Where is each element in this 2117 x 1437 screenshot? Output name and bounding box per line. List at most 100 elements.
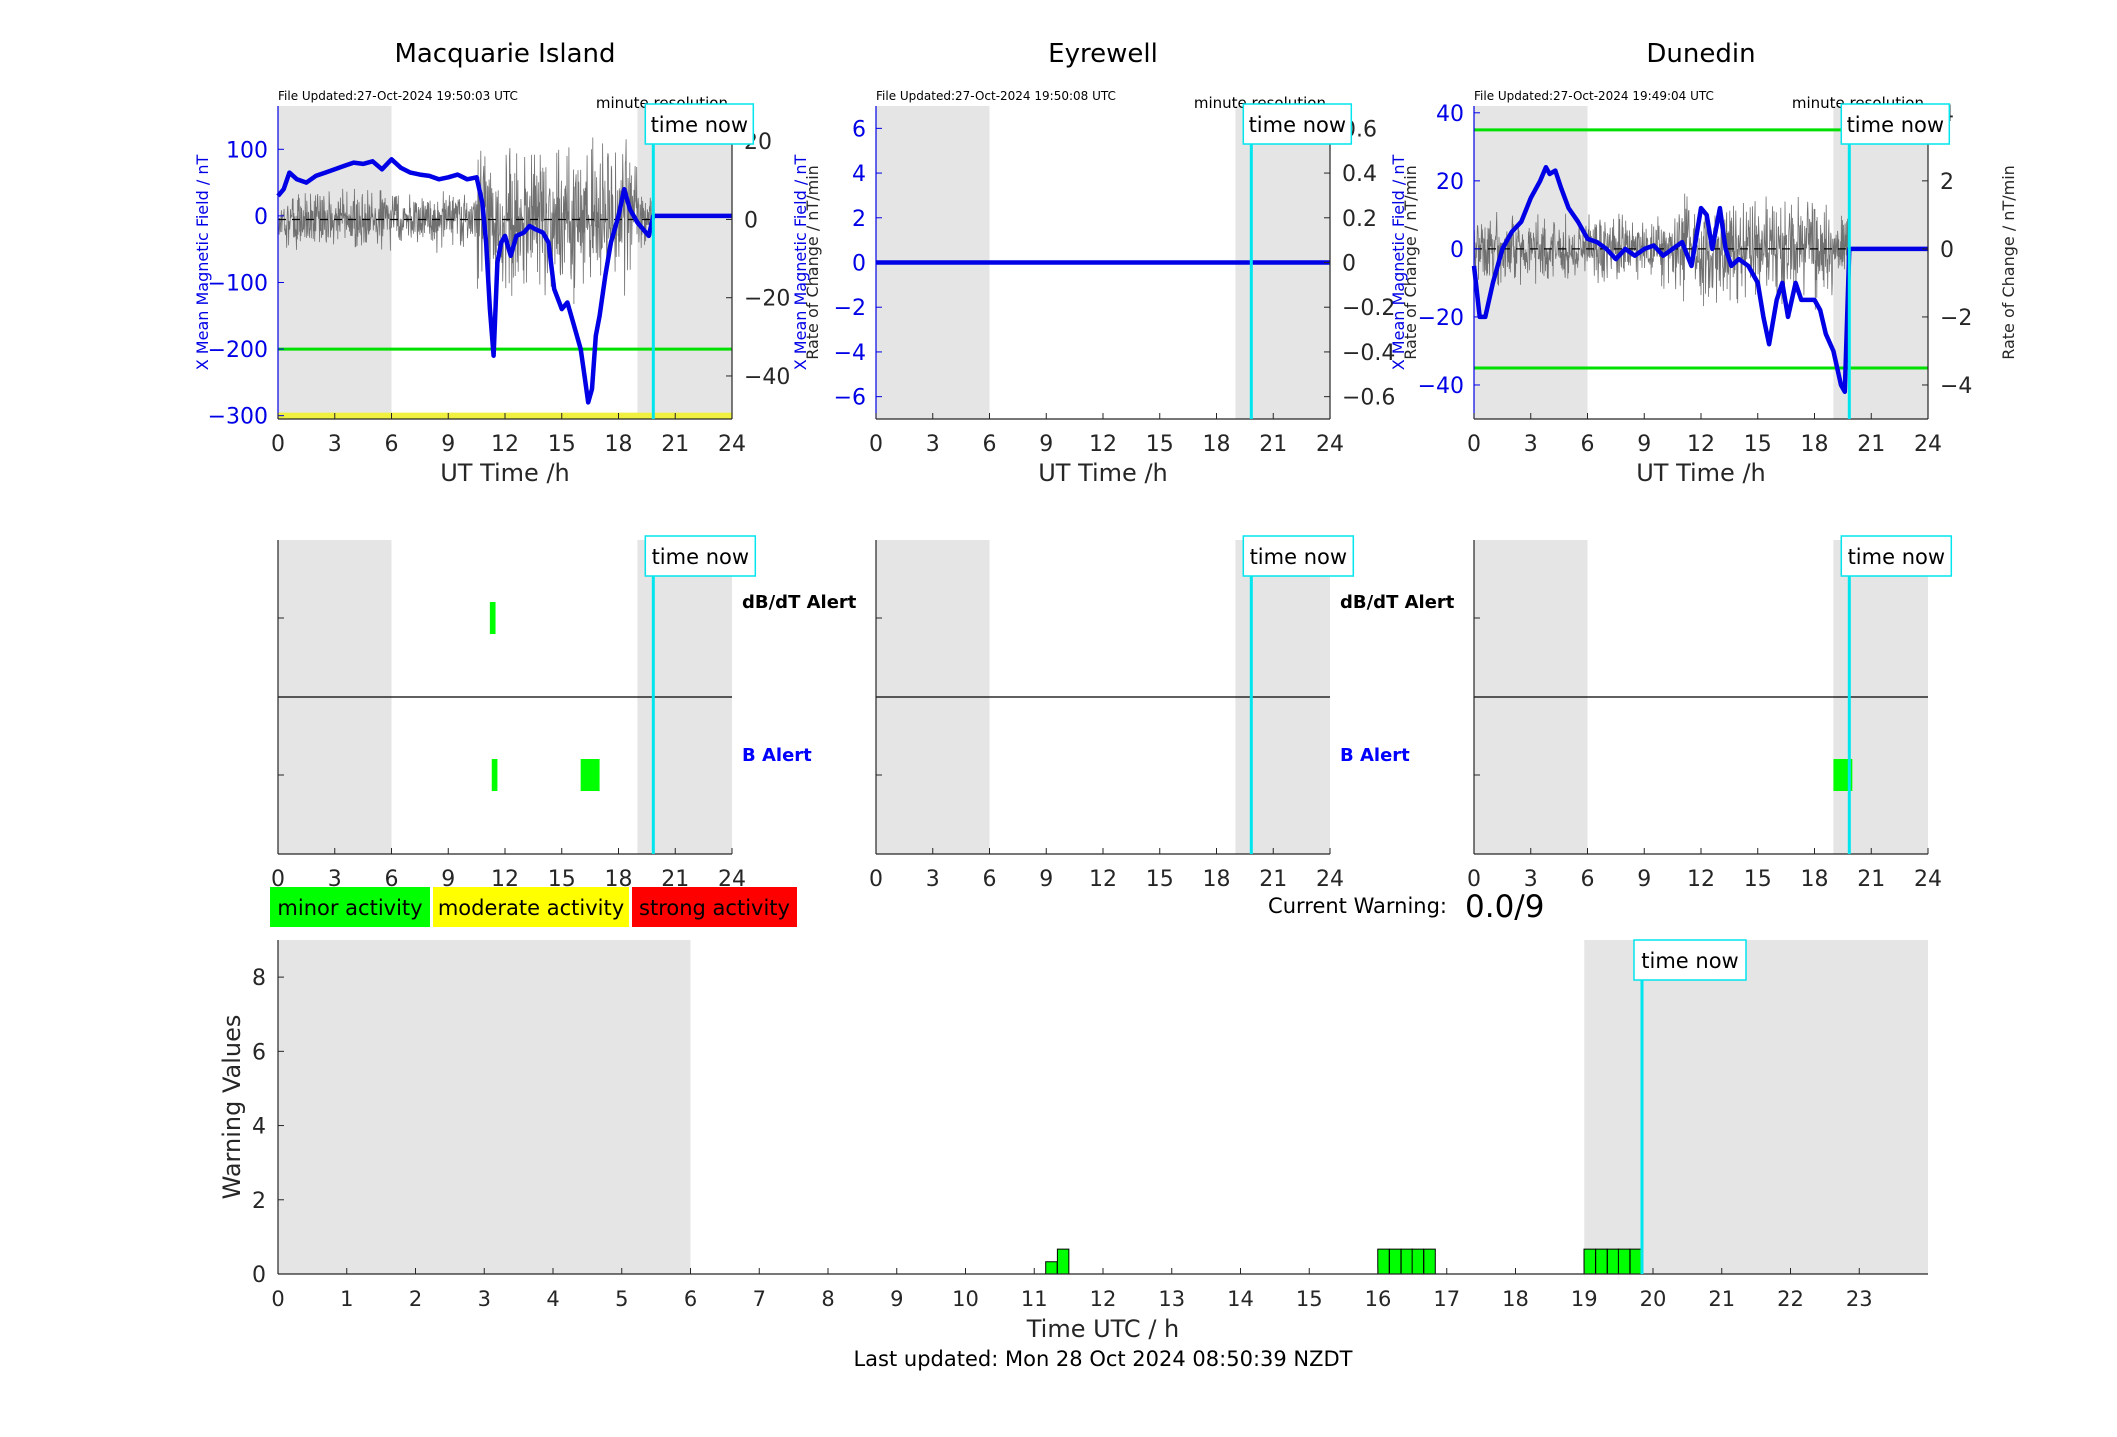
x-axis-label: Time UTC / h [1026, 1315, 1180, 1343]
x-tick-label: 18 [605, 432, 633, 457]
x-tick-label: 6 [983, 867, 997, 892]
magnetic-field-line [276, 157, 732, 405]
warning-bar [1377, 1248, 1390, 1275]
y-tick-label: −4 [834, 341, 866, 366]
y-tick-label: 100 [226, 138, 268, 163]
x-tick-label: 6 [983, 432, 997, 457]
x-axis-label: UT Time /h [440, 459, 570, 487]
x-tick-label: 12 [1687, 867, 1715, 892]
y-tick-label: 40 [1436, 102, 1464, 127]
x-tick-label: 14 [1227, 1287, 1254, 1311]
x-tick-label: 24 [1914, 867, 1942, 892]
legend-swatch [270, 887, 430, 927]
panel-title: Dunedin [1646, 39, 1755, 69]
b-alert-label: B Alert [742, 745, 812, 766]
x-tick-label: 9 [1039, 432, 1053, 457]
x-tick-label: 12 [1089, 432, 1117, 457]
file-updated-text: File Updated:27-Oct-2024 19:50:08 UTC [876, 89, 1116, 103]
x-tick-label: 21 [1708, 1287, 1735, 1311]
y2-axis-label: Rate of Change / nT/min [1401, 165, 1420, 360]
y2-axis-label: Rate of Change / nT/min [1999, 165, 2018, 360]
x-tick-label: 22 [1777, 1287, 1804, 1311]
time-now-label-box [1242, 535, 1355, 577]
legend-swatch [433, 887, 629, 927]
x-tick-label: 0 [1467, 867, 1481, 892]
y-tick-label: −300 [208, 405, 268, 430]
time-now-label-box [1633, 939, 1747, 981]
x-tick-label: 9 [441, 432, 455, 457]
x-tick-label: 6 [684, 1287, 697, 1311]
y-tick-label: 4 [852, 162, 866, 187]
x-tick-label: 3 [328, 432, 342, 457]
y-tick-label: 2 [252, 1189, 266, 1214]
warning-bar [1388, 1248, 1402, 1275]
dbdt-alert-label: dB/dT Alert [742, 592, 857, 613]
time-now-label-box [1242, 103, 1353, 145]
x-tick-label: 12 [1089, 867, 1117, 892]
warning-bar [1629, 1248, 1643, 1275]
x-tick-label: 6 [1581, 432, 1595, 457]
dbdt-alert-label: dB/dT Alert [1340, 592, 1455, 613]
magnetic-field-line [1471, 164, 1928, 395]
x-tick-label: 0 [869, 867, 883, 892]
y2-tick-label: 0.4 [1342, 162, 1377, 187]
time-now-label-box [644, 103, 755, 145]
x-tick-label: 15 [1744, 432, 1772, 457]
y-axis-label: X Mean Magnetic Field / nT [1389, 155, 1408, 371]
x-tick-label: 7 [753, 1287, 766, 1311]
x-tick-label: 9 [1039, 867, 1053, 892]
x-axis-label: UT Time /h [1636, 459, 1766, 487]
x-tick-label: 15 [1744, 867, 1772, 892]
y-axis-label: Warning Values [218, 1015, 246, 1200]
y-axis-label: X Mean Magnetic Field / nT [193, 155, 212, 371]
y-tick-label: 8 [252, 966, 266, 991]
x-tick-label: 18 [1203, 867, 1231, 892]
warning-bar [1606, 1248, 1620, 1275]
x-tick-label: 15 [1146, 432, 1174, 457]
shaded-region [1584, 940, 1928, 1274]
y2-tick-label: 0 [744, 208, 758, 233]
time-now-label: time now [1249, 113, 1346, 137]
y2-axis-label: Rate of Change / nT/min [803, 165, 822, 360]
x-tick-label: 6 [385, 432, 399, 457]
x-tick-label: 0 [271, 1287, 284, 1311]
x-tick-label: 24 [1316, 432, 1344, 457]
legend-label: moderate activity [438, 896, 624, 920]
y-tick-label: −2 [834, 296, 866, 321]
file-updated-text: File Updated:27-Oct-2024 19:49:04 UTC [1474, 89, 1714, 103]
x-tick-label: 12 [1090, 1287, 1117, 1311]
x-tick-label: 4 [546, 1287, 559, 1311]
x-tick-label: 10 [952, 1287, 979, 1311]
time-now-label: time now [1847, 113, 1944, 137]
shaded-region [278, 940, 691, 1274]
y-tick-label: 0 [252, 1263, 266, 1288]
dbdt-alert-bar [489, 602, 496, 634]
y2-tick-label: −0.6 [1342, 386, 1395, 411]
y-tick-label: 4 [252, 1115, 266, 1140]
legend-label: strong activity [639, 896, 790, 920]
x-tick-label: 3 [1524, 432, 1538, 457]
x-tick-label: 3 [926, 432, 940, 457]
shaded-region [1474, 106, 1588, 419]
y2-tick-label: −0.4 [1342, 341, 1395, 366]
x-tick-label: 21 [1857, 867, 1885, 892]
panel-title: Macquarie Island [394, 39, 615, 69]
x-tick-label: 3 [1524, 867, 1538, 892]
time-now-label: time now [652, 545, 749, 569]
y-tick-label: −6 [834, 386, 866, 411]
b-alert-bar [580, 759, 600, 791]
x-tick-label: 24 [1316, 867, 1344, 892]
x-tick-label: 0 [1467, 432, 1481, 457]
x-tick-label: 3 [328, 867, 342, 892]
x-tick-label: 6 [1581, 867, 1595, 892]
b-alert-bar [1833, 759, 1853, 791]
time-now-label: time now [651, 113, 748, 137]
time-now-label-box [1840, 103, 1951, 145]
x-tick-label: 13 [1158, 1287, 1185, 1311]
x-tick-label: 21 [661, 432, 689, 457]
y-tick-label: −200 [208, 338, 268, 363]
